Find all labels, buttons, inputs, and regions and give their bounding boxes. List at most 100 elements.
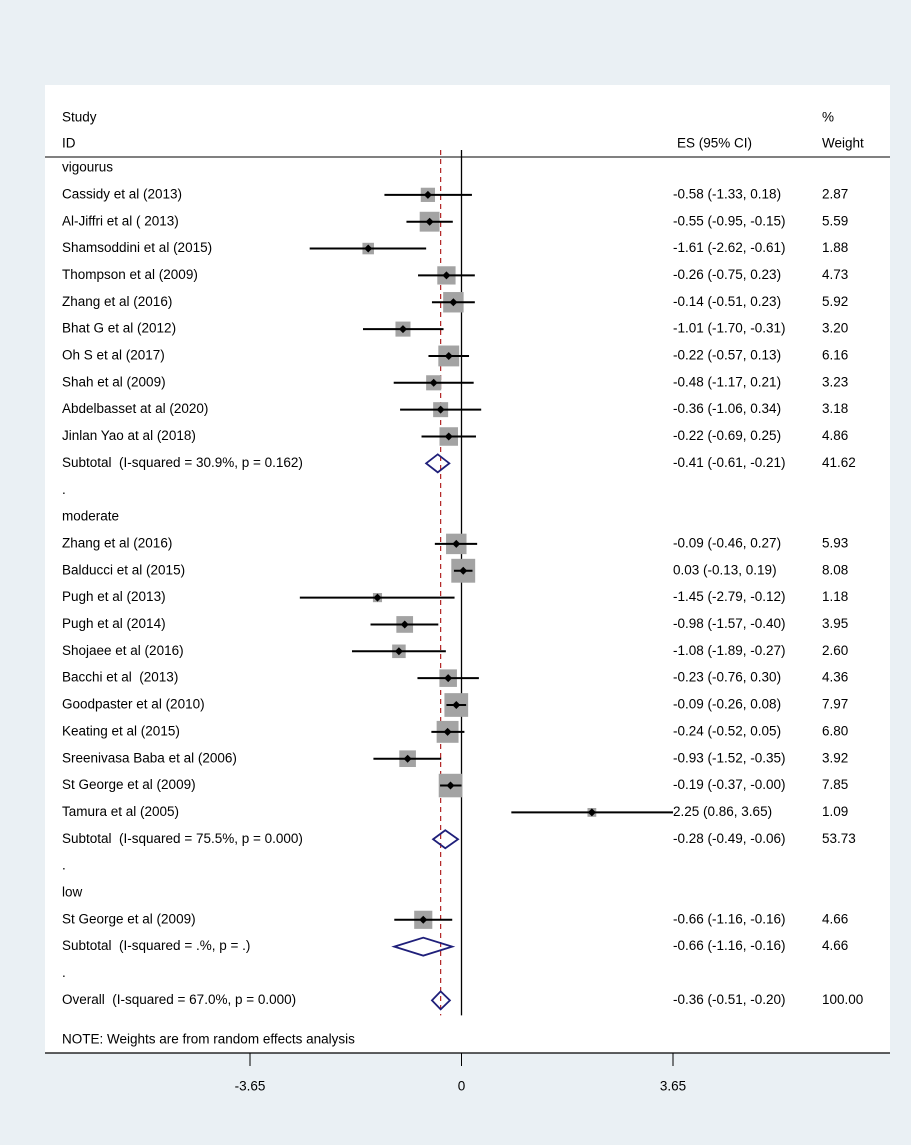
row-label: Bacchi et al (2013) (62, 670, 178, 685)
es-label: -1.08 (-1.89, -0.27) (673, 643, 786, 658)
row-label: Balducci et al (2015) (62, 562, 185, 577)
row-label: Bhat G et al (2012) (62, 321, 176, 336)
pooled-diamond (430, 990, 452, 1011)
point-estimate (446, 781, 455, 790)
row-label: moderate (62, 509, 119, 524)
es-label: -0.22 (-0.57, 0.13) (673, 348, 781, 363)
row-label: Zhang et al (2016) (62, 294, 172, 309)
weight-label: 4.73 (822, 267, 848, 282)
row-label: Zhang et al (2016) (62, 535, 172, 550)
row-label: Goodpaster et al (2010) (62, 697, 205, 712)
row-label: Jinlan Yao at al (2018) (62, 428, 196, 443)
pooled-diamond (391, 936, 456, 957)
weight-label: 3.18 (822, 401, 848, 416)
pooled-diamond (424, 453, 451, 474)
x-tick-label: -3.65 (235, 1079, 266, 1094)
point-estimate (444, 351, 453, 360)
weight-label: 53.73 (822, 831, 856, 846)
point-estimate (429, 378, 438, 387)
es-label: -0.41 (-0.61, -0.21) (673, 455, 786, 470)
es-label: -1.61 (-2.62, -0.61) (673, 240, 786, 255)
row-label: Subtotal (I-squared = 75.5%, p = 0.000) (62, 831, 303, 846)
row-label: Shah et al (2009) (62, 374, 166, 389)
header-weight: Weight (822, 136, 864, 151)
weight-label: 5.93 (822, 535, 848, 550)
header-id: ID (62, 136, 76, 151)
point-estimate (444, 674, 453, 683)
row-label: Shojaee et al (2016) (62, 643, 184, 658)
es-label: -0.28 (-0.49, -0.06) (673, 831, 786, 846)
row-label: Pugh et al (2014) (62, 616, 166, 631)
note: NOTE: Weights are from random effects an… (62, 1032, 355, 1047)
point-estimate (587, 808, 596, 817)
weight-label: 4.66 (822, 938, 848, 953)
x-tick-label: 3.65 (660, 1079, 686, 1094)
weight-label: 6.16 (822, 348, 848, 363)
point-estimate (459, 566, 468, 575)
row-label: . (62, 482, 66, 497)
x-tick-label: 0 (458, 1079, 466, 1094)
weight-label: 2.60 (822, 643, 848, 658)
weight-label: 4.36 (822, 670, 848, 685)
es-label: -0.36 (-0.51, -0.20) (673, 992, 786, 1007)
es-label: -0.09 (-0.46, 0.27) (673, 535, 781, 550)
es-label: -0.55 (-0.95, -0.15) (673, 213, 786, 228)
weight-label: 6.80 (822, 723, 848, 738)
es-label: 2.25 (0.86, 3.65) (673, 804, 772, 819)
weight-label: 4.86 (822, 428, 848, 443)
row-label: low (62, 885, 83, 900)
weight-label: 5.59 (822, 213, 848, 228)
row-label: Subtotal (I-squared = .%, p = .) (62, 938, 250, 953)
point-estimate (425, 217, 434, 226)
weight-label: 1.09 (822, 804, 848, 819)
weight-label: 2.87 (822, 186, 848, 201)
row-label: Overall (I-squared = 67.0%, p = 0.000) (62, 992, 296, 1007)
weight-label: 3.23 (822, 374, 848, 389)
es-label: -0.98 (-1.57, -0.40) (673, 616, 786, 631)
point-estimate (364, 244, 373, 253)
weight-label: 4.66 (822, 911, 848, 926)
es-label: -0.36 (-1.06, 0.34) (673, 401, 781, 416)
weight-label: 7.97 (822, 697, 848, 712)
point-estimate (442, 271, 451, 280)
row-label: Al-Jiffri et al ( 2013) (62, 213, 179, 228)
es-label: -1.01 (-1.70, -0.31) (673, 321, 786, 336)
row-label: Subtotal (I-squared = 30.9%, p = 0.162) (62, 455, 303, 470)
es-label: -0.09 (-0.26, 0.08) (673, 697, 781, 712)
es-label: -0.24 (-0.52, 0.05) (673, 723, 781, 738)
point-estimate (373, 593, 382, 602)
pooled-diamond (431, 829, 460, 850)
point-estimate (444, 432, 453, 441)
point-estimate (398, 325, 407, 334)
weight-label: 41.62 (822, 455, 856, 470)
row-label: Cassidy et al (2013) (62, 186, 182, 201)
weight-label: 3.95 (822, 616, 848, 631)
header-es: ES (95% CI) (677, 136, 752, 151)
point-estimate (452, 701, 461, 709)
weight-label: 8.08 (822, 562, 848, 577)
row-label: vigourus (62, 160, 113, 175)
weight-label: 7.85 (822, 777, 848, 792)
header-study: Study (62, 110, 97, 125)
es-label: -1.45 (-2.79, -0.12) (673, 589, 786, 604)
es-label: -0.93 (-1.52, -0.35) (673, 750, 786, 765)
point-estimate (394, 647, 403, 656)
row-label: Pugh et al (2013) (62, 589, 166, 604)
row-label: . (62, 858, 66, 873)
es-label: 0.03 (-0.13, 0.19) (673, 562, 777, 577)
point-estimate (400, 620, 409, 629)
point-estimate (436, 405, 445, 414)
row-label: . (62, 965, 66, 980)
es-label: -0.58 (-1.33, 0.18) (673, 186, 781, 201)
es-label: -0.14 (-0.51, 0.23) (673, 294, 781, 309)
row-label: Sreenivasa Baba et al (2006) (62, 750, 237, 765)
es-label: -0.66 (-1.16, -0.16) (673, 938, 786, 953)
point-estimate (423, 190, 432, 199)
header-pct: % (822, 110, 834, 125)
weight-label: 1.18 (822, 589, 848, 604)
row-label: St George et al (2009) (62, 777, 196, 792)
point-estimate (419, 915, 428, 924)
es-label: -0.26 (-0.75, 0.23) (673, 267, 781, 282)
